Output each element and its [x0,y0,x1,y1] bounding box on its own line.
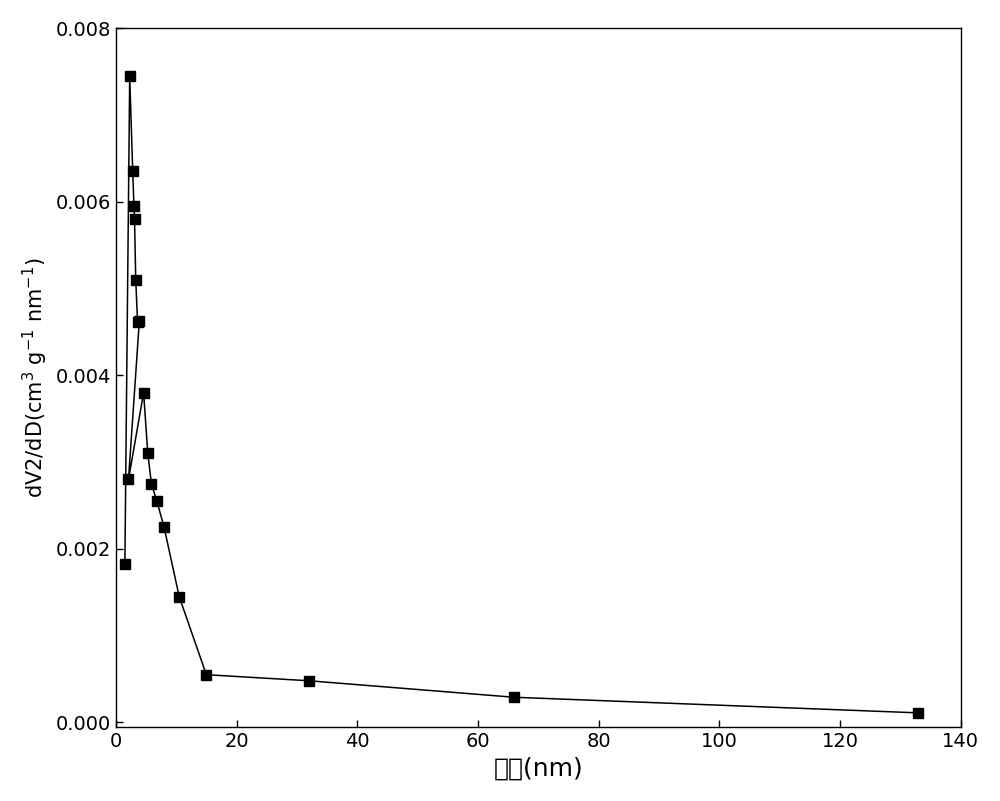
Y-axis label: dV2/dD(cm$^{3}$ g$^{-1}$ nm$^{-1}$): dV2/dD(cm$^{3}$ g$^{-1}$ nm$^{-1}$) [21,257,50,497]
X-axis label: 孔径(nm): 孔径(nm) [493,756,583,780]
